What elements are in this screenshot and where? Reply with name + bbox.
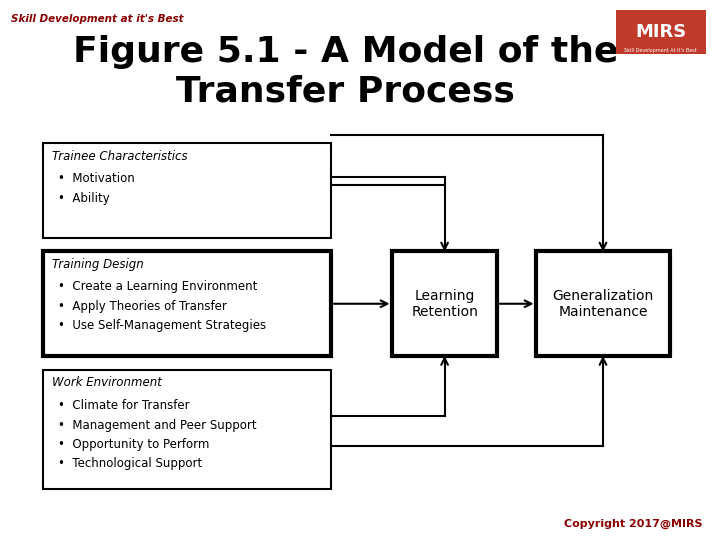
- Text: Skill Development At It's Best: Skill Development At It's Best: [624, 48, 697, 52]
- Text: Training Design: Training Design: [52, 258, 143, 271]
- Text: MIRS: MIRS: [635, 23, 686, 40]
- Text: Trainee Characteristics: Trainee Characteristics: [52, 150, 187, 163]
- Text: •  Motivation: • Motivation: [58, 172, 135, 185]
- Text: Copyright 2017@MIRS: Copyright 2017@MIRS: [564, 519, 702, 529]
- Bar: [43, 251, 331, 356]
- Text: •  Use Self-Management Strategies: • Use Self-Management Strategies: [58, 319, 266, 332]
- Bar: [616, 10, 706, 54]
- Bar: [43, 370, 331, 489]
- Text: •  Climate for Transfer: • Climate for Transfer: [58, 399, 189, 412]
- Text: •  Technological Support: • Technological Support: [58, 457, 202, 470]
- Text: •  Create a Learning Environment: • Create a Learning Environment: [58, 280, 257, 293]
- Bar: [392, 251, 497, 356]
- Text: Skill Development at it's Best: Skill Development at it's Best: [11, 14, 184, 24]
- Text: •  Apply Theories of Transfer: • Apply Theories of Transfer: [58, 300, 227, 313]
- Bar: [536, 251, 670, 356]
- Text: •  Opportunity to Perform: • Opportunity to Perform: [58, 438, 209, 451]
- Text: Learning
Retention: Learning Retention: [411, 289, 478, 319]
- Text: Figure 5.1 - A Model of the
Transfer Process: Figure 5.1 - A Model of the Transfer Pro…: [73, 35, 618, 109]
- Bar: [43, 143, 331, 238]
- Text: •  Ability: • Ability: [58, 192, 109, 205]
- Text: Generalization
Maintenance: Generalization Maintenance: [552, 289, 654, 319]
- Text: Work Environment: Work Environment: [52, 376, 162, 389]
- Text: •  Management and Peer Support: • Management and Peer Support: [58, 418, 256, 431]
